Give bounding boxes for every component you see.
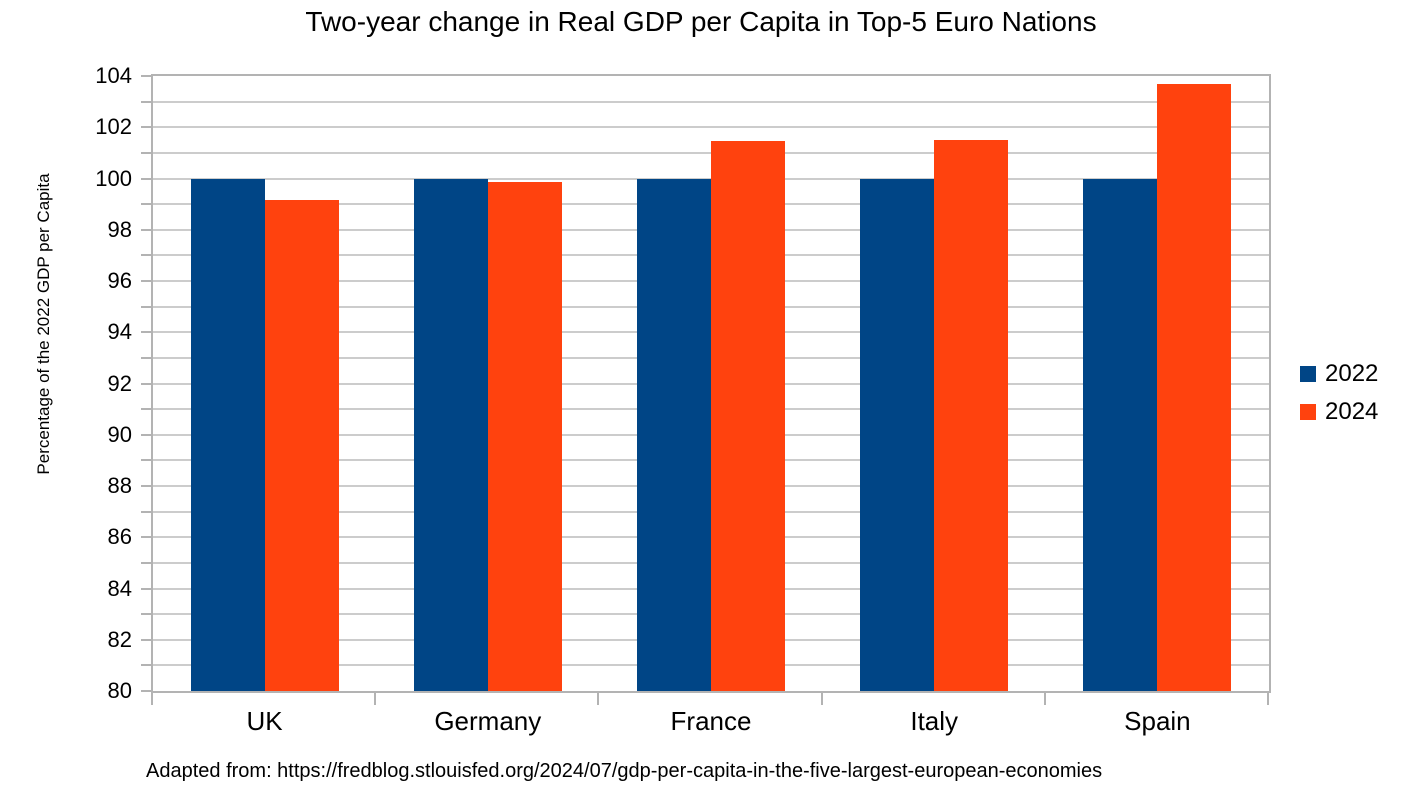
y-tick-label-86: 86 [107,524,132,550]
y-tick-label-84: 84 [107,575,132,601]
y-tick-92 [141,382,151,385]
chart-title: Two-year change in Real GDP per Capita i… [305,6,1097,37]
source-note: Adapted from: https://fredblog.stlouisfe… [146,760,1103,782]
y-tick-88 [141,485,151,487]
bar-2022-uk [190,178,265,691]
legend-label-2024: 2024 [1325,398,1379,425]
bar-2022-germany [413,178,488,691]
gridline-102 [153,126,1269,129]
y-tick-97 [141,254,151,257]
x-label-germany: Germany [434,706,542,736]
y-tick-87 [141,510,151,513]
y-tick-label-88: 88 [107,473,132,498]
y-tick-95 [141,305,151,308]
legend-swatch-2024 [1300,404,1316,420]
y-tick-103 [141,100,151,103]
y-tick-label-82: 82 [107,626,132,652]
y-tick-82 [141,638,151,641]
y-tick-83 [141,613,151,616]
bar-2022-spain [1083,178,1158,691]
y-tick-90 [141,433,151,436]
y-tick-80 [141,690,151,692]
y-tick-91 [141,408,151,411]
y-tick-104 [141,75,151,77]
y-tick-label-90: 90 [107,421,132,447]
y-tick-93 [141,356,151,359]
y-tick-label-104: 104 [95,63,132,88]
bar-2024-italy [934,140,1009,691]
legend-label-2022: 2022 [1325,360,1379,387]
y-tick-85 [141,561,151,564]
x-tick-2 [597,693,599,705]
bar-2024-france [711,141,785,691]
y-tick-86 [141,536,151,539]
plot-area [151,74,1271,693]
bar-2024-uk [264,200,339,691]
x-tick-3 [821,693,823,705]
x-label-uk: UK [246,706,283,736]
bar-2022-france [637,178,711,691]
x-label-italy: Italy [910,706,959,736]
gridline-103 [153,100,1269,103]
y-tick-100 [141,177,151,180]
y-tick-label-80: 80 [107,678,132,703]
y-tick-94 [141,331,151,334]
legend-item-2022: 2022 [1300,361,1378,387]
y-tick-81 [141,664,151,667]
y-tick-101 [141,151,151,154]
y-tick-label-100: 100 [95,165,132,191]
bar-2022-italy [860,178,935,691]
y-tick-98 [141,228,151,231]
bar-2024-germany [487,182,562,691]
x-tick-1 [374,693,376,705]
y-tick-102 [141,126,151,129]
x-tick-0 [151,693,153,705]
y-tick-label-102: 102 [95,114,132,140]
y-tick-label-92: 92 [107,370,132,396]
x-label-france: France [670,706,752,736]
y-tick-label-94: 94 [107,319,132,345]
legend-swatch-2022 [1300,366,1316,382]
legend-item-2024: 2024 [1300,399,1378,425]
y-tick-label-98: 98 [107,216,132,242]
legend: 2022 2024 [1300,361,1378,425]
y-tick-89 [141,459,151,462]
x-label-spain: Spain [1124,706,1191,736]
x-tick-5 [1267,693,1269,705]
y-tick-99 [141,203,151,206]
y-tick-96 [141,280,151,282]
x-tick-4 [1044,693,1046,705]
bar-2024-spain [1157,83,1232,691]
y-tick-84 [141,587,151,590]
y-tick-label-96: 96 [107,268,132,293]
